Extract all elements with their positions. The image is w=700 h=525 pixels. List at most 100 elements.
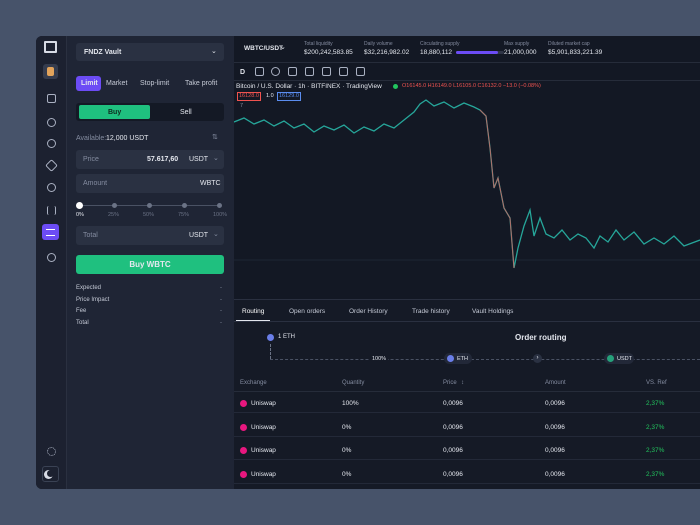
summary-value: - <box>220 285 222 291</box>
swap-nav[interactable] <box>42 224 59 240</box>
stat-value: $5,901,833,221.39 <box>548 49 603 56</box>
column-header: Quantity <box>342 380 365 386</box>
tool-icon[interactable] <box>255 67 264 76</box>
avatar[interactable] <box>43 64 58 79</box>
live-dot <box>393 84 398 89</box>
stat-value: 18,880,112 <box>420 49 453 56</box>
stat-value: $32,216,982.02 <box>364 49 410 56</box>
slider-label: 25% <box>108 212 120 218</box>
buy-active <box>79 105 150 119</box>
slider-dot <box>217 203 222 208</box>
uniswap-icon <box>240 447 247 454</box>
refresh-icon[interactable] <box>47 253 56 262</box>
tool-icon[interactable] <box>339 67 348 76</box>
stat-value: $200,242,583.85 <box>304 49 353 56</box>
header-divider <box>234 391 700 392</box>
summary-label: Fee <box>76 308 87 315</box>
summary-value: - <box>220 320 222 327</box>
amount-field[interactable] <box>76 174 224 193</box>
indicator-toggle[interactable]: 7 <box>240 103 244 109</box>
table-cell: 0,0096 <box>443 447 463 454</box>
available-value: 12,000 USDT <box>106 135 149 142</box>
slider-dot <box>182 203 187 208</box>
bottom-tab[interactable]: Vault Holdings <box>472 308 514 315</box>
table-cell: 0,0096 <box>443 423 463 431</box>
table-cell: Uniswap <box>251 470 276 478</box>
table-cell: 2,37% <box>646 400 665 407</box>
slider-dot <box>147 203 152 208</box>
order-tab[interactable]: Limit <box>81 80 98 87</box>
sidebar <box>36 36 67 489</box>
available-label: Available: <box>76 135 107 142</box>
eth-coin <box>267 334 274 341</box>
buy-button-label: Buy WBTC <box>129 260 171 269</box>
total-field[interactable] <box>76 226 224 245</box>
order-tab[interactable]: Take profit <box>185 80 218 87</box>
ohlc: O16145.0 H16149.0 L16105.0 C16132.0 −13.… <box>402 83 541 89</box>
price-label: Price <box>83 156 99 163</box>
bottom-tab[interactable]: Routing <box>242 308 265 315</box>
theme-toggle[interactable] <box>42 466 59 482</box>
order-tab[interactable]: Stop-limit <box>140 80 170 87</box>
toolbar <box>234 63 700 81</box>
vault-select[interactable] <box>76 43 224 61</box>
column-header: VS. Ref <box>646 380 667 386</box>
tool-icon[interactable] <box>356 67 365 76</box>
stat-label: Total liquidity <box>304 41 333 47</box>
table-cell: 2,37% <box>646 423 665 431</box>
hop <box>444 353 472 364</box>
row-divider <box>234 412 700 413</box>
uniswap-icon <box>240 400 247 407</box>
slider-label: 75% <box>178 212 190 218</box>
stat-value: 21,000,000 <box>504 49 537 56</box>
price-field[interactable] <box>76 150 224 169</box>
home-icon[interactable] <box>47 94 56 103</box>
column-header[interactable]: Price <box>443 380 457 386</box>
timeframe[interactable]: D <box>240 69 246 76</box>
badge: 1.0 <box>266 93 274 99</box>
slider-knob[interactable] <box>76 202 83 209</box>
hop <box>604 353 634 364</box>
logo[interactable] <box>44 41 57 53</box>
tool-icon[interactable] <box>322 67 331 76</box>
table-cell: Uniswap <box>251 423 276 431</box>
pair-select[interactable]: WBTC/USDT <box>244 45 283 52</box>
summary-label: Total <box>76 320 89 327</box>
stat-label: Circulating supply <box>420 41 460 47</box>
row-divider <box>234 459 700 460</box>
stat-label: Daily volume <box>364 41 393 47</box>
total-unit[interactable]: USDT <box>189 232 209 239</box>
slider-dot <box>112 203 117 208</box>
bottom-panel <box>234 299 700 489</box>
chevron: ⌄ <box>280 44 286 51</box>
table-cell: 0% <box>342 423 352 431</box>
tool-icon[interactable] <box>288 67 297 76</box>
price-value: 57.617,60 <box>147 156 179 163</box>
side-tab[interactable]: Sell <box>180 109 192 116</box>
price-unit[interactable]: USDT <box>189 156 209 163</box>
amount-unit: WBTC <box>200 180 221 187</box>
clock-icon[interactable] <box>47 183 56 192</box>
order-tab[interactable]: Market <box>106 80 128 87</box>
tool-icon[interactable] <box>305 67 314 76</box>
swap-icon[interactable]: ⇅ <box>212 134 218 141</box>
buy-button[interactable] <box>76 255 224 274</box>
table-cell: 0,0096 <box>545 447 565 454</box>
bottom-tab[interactable]: Open orders <box>289 308 326 315</box>
table-cell: 0,0096 <box>443 470 463 478</box>
side-tab[interactable]: Buy <box>108 109 122 116</box>
total-label: Total <box>83 232 98 239</box>
chart-icon[interactable] <box>47 139 56 148</box>
route-line <box>270 344 272 359</box>
stats-icon[interactable] <box>47 206 56 215</box>
settings-icon[interactable] <box>47 447 56 456</box>
row-divider <box>234 482 700 484</box>
bottom-tab[interactable]: Trade history <box>412 308 450 315</box>
bottom-tab[interactable]: Order History <box>349 308 388 315</box>
uniswap-icon <box>240 423 247 431</box>
vault-name: FNDZ Vault <box>84 49 122 56</box>
tool-icon[interactable] <box>271 67 280 76</box>
badge: 16129.0 <box>277 92 301 101</box>
search-icon[interactable] <box>47 118 56 127</box>
